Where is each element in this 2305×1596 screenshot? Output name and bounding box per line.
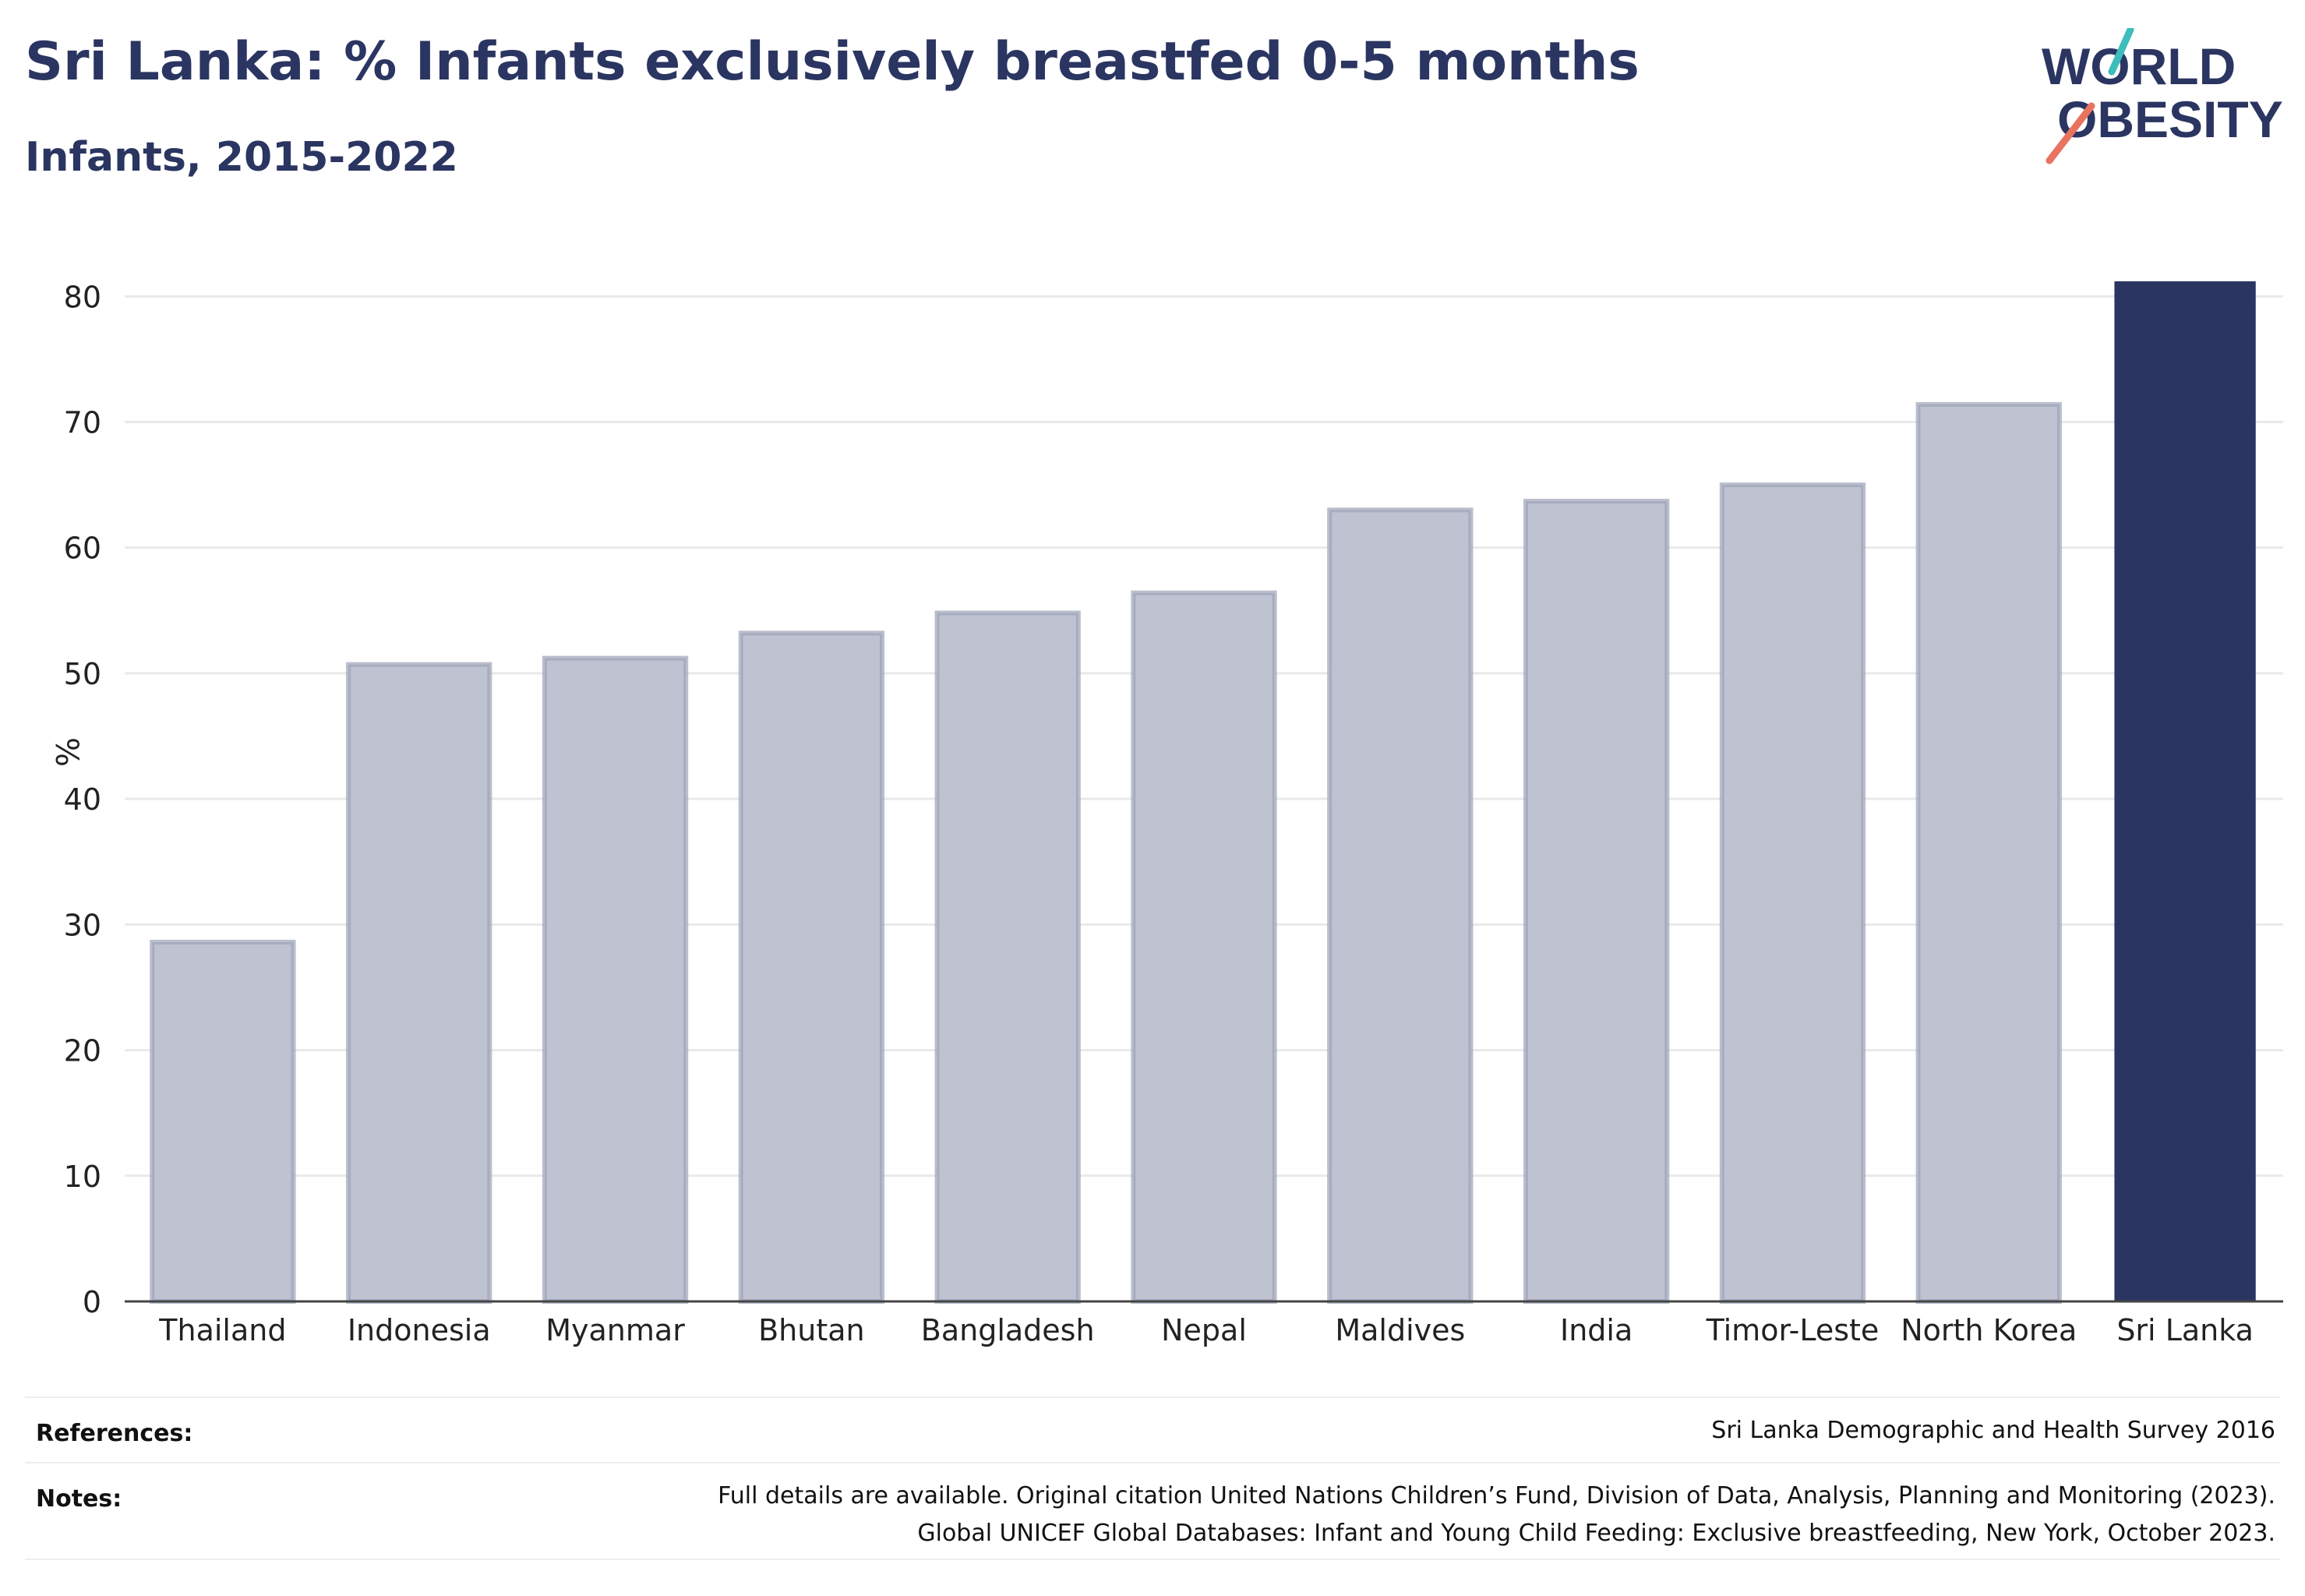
notes-line-1: Full details are available. Original cit…	[718, 1482, 2275, 1509]
x-tick-label: India	[1560, 1313, 1633, 1347]
bar-maldives	[1327, 507, 1474, 1304]
references-text: Sri Lanka Demographic and Health Survey …	[1711, 1417, 2275, 1444]
bar-north-korea	[1915, 401, 2062, 1304]
bar-nepal	[1131, 590, 1277, 1304]
footer-divider-middle	[25, 1462, 2280, 1464]
bar-india	[1523, 499, 1670, 1305]
y-axis-label: %	[48, 737, 84, 767]
chart-title: Sri Lanka: % Infants exclusively breastf…	[25, 31, 1640, 93]
footer-divider-bottom	[25, 1559, 2280, 1560]
bar-thailand	[150, 939, 296, 1305]
x-tick-label: Sri Lanka	[2116, 1313, 2254, 1347]
bar-sri-lanka	[2114, 281, 2256, 1302]
logo-line2: OBESITY	[2057, 90, 2283, 148]
bars	[150, 281, 2256, 1305]
y-tick-label: 40	[64, 782, 101, 817]
x-tick-labels: Thailand Indonesia Myanmar Bhutan Bangladesh…	[158, 1313, 2254, 1347]
x-tick-label: Bhutan	[758, 1313, 865, 1347]
y-tick-label: 60	[64, 531, 101, 566]
x-tick-label: Indonesia	[348, 1313, 491, 1347]
footer-divider-top	[25, 1396, 2280, 1398]
x-tick-label: Bangladesh	[921, 1313, 1095, 1347]
y-tick-label: 10	[64, 1160, 101, 1194]
y-tick-label: 20	[64, 1034, 101, 1068]
bar-myanmar	[542, 655, 689, 1304]
logo-line1: WORLD	[2042, 37, 2236, 95]
chart-subtitle: Infants, 2015-2022	[25, 134, 458, 181]
bar-bhutan	[738, 630, 885, 1304]
y-tick-label: 50	[64, 657, 101, 691]
bar-chart: 0 10 20 30 40 50 60 70 80 Thailand Indonesia Myanm…	[48, 280, 2283, 1347]
y-tick-label: 80	[64, 280, 101, 314]
notes-line-2: Global UNICEF Global Databases: Infant a…	[917, 1520, 2275, 1547]
bar-bangladesh	[934, 610, 1081, 1304]
y-tick-label: 70	[64, 406, 101, 440]
logo-coral-stroke	[2046, 102, 2095, 164]
references-label: References:	[36, 1420, 193, 1447]
x-tick-label: Myanmar	[545, 1313, 685, 1347]
x-tick-label: North Korea	[1901, 1313, 2077, 1347]
notes-text: Full details are available. Original cit…	[718, 1478, 2275, 1552]
bar-indonesia	[346, 662, 492, 1304]
y-tick-label: 0	[83, 1285, 101, 1319]
logo-teal-stroke	[2108, 28, 2134, 76]
x-tick-label: Timor-Leste	[1706, 1313, 1880, 1347]
notes-label: Notes:	[36, 1485, 122, 1513]
y-tick-labels: 0 10 20 30 40 50 60 70 80	[64, 280, 101, 1319]
x-tick-label: Maldives	[1335, 1313, 1465, 1347]
x-tick-label: Nepal	[1161, 1313, 1247, 1347]
world-obesity-logo: WORLD OBESITY	[2042, 28, 2283, 164]
x-tick-label: Thailand	[158, 1313, 286, 1347]
bar-timor-leste	[1719, 482, 1866, 1304]
y-tick-label: 30	[64, 908, 101, 942]
